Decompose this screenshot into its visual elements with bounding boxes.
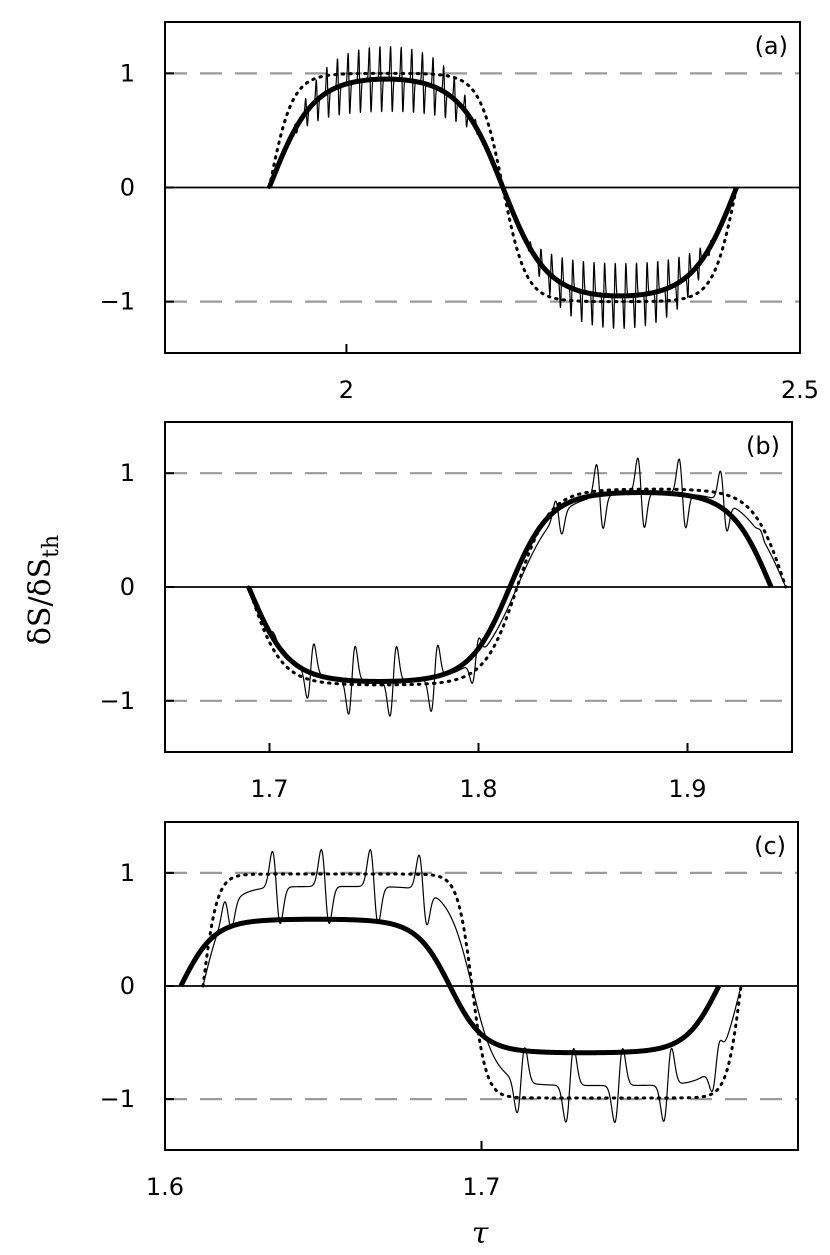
panel-c: 1.6 1.7 −1 0 1 (c) — [100, 821, 799, 1201]
panel-b: 1.7 1.8 1.9 −1 0 1 (b) — [100, 421, 793, 803]
x-tick-label: 1.7 — [462, 1173, 500, 1201]
series-line-thin — [248, 457, 787, 717]
series-line-thin — [202, 849, 742, 1124]
y-axis-title-main: δS/δS — [23, 558, 58, 645]
y-tick-label: 1 — [120, 859, 135, 887]
series-line-dotted — [201, 872, 743, 1100]
panel-label: (b) — [746, 432, 780, 460]
x-tick-label: 1.6 — [146, 1173, 184, 1201]
y-tick-label: −1 — [100, 1085, 135, 1113]
x-tick-label: 1.9 — [668, 775, 706, 803]
y-tick-label: 0 — [120, 174, 135, 202]
x-tick-label: 1.7 — [250, 775, 288, 803]
series-line-thin — [268, 46, 738, 329]
x-tick-label: 2.5 — [781, 376, 819, 404]
x-tick-label: 1.8 — [459, 775, 497, 803]
panel-label: (c) — [754, 832, 786, 860]
y-axis-title: δS/δSth — [23, 535, 64, 645]
x-axis-title: τ — [472, 1216, 489, 1251]
y-tick-label: −1 — [100, 288, 135, 316]
y-tick-label: 0 — [120, 573, 135, 601]
series-line-dotted — [247, 487, 788, 687]
panel-label: (a) — [755, 32, 788, 60]
y-tick-label: 1 — [120, 459, 135, 487]
y-tick-label: 0 — [120, 972, 135, 1000]
y-axis-title-subscript: th — [39, 535, 64, 558]
series-line-thick — [178, 916, 722, 1056]
x-tick-label: 2 — [339, 376, 354, 404]
y-tick-label: −1 — [100, 687, 135, 715]
y-tick-label: 1 — [120, 59, 135, 87]
panel-a: 2 2.5 −1 0 1 (a) — [100, 21, 819, 404]
